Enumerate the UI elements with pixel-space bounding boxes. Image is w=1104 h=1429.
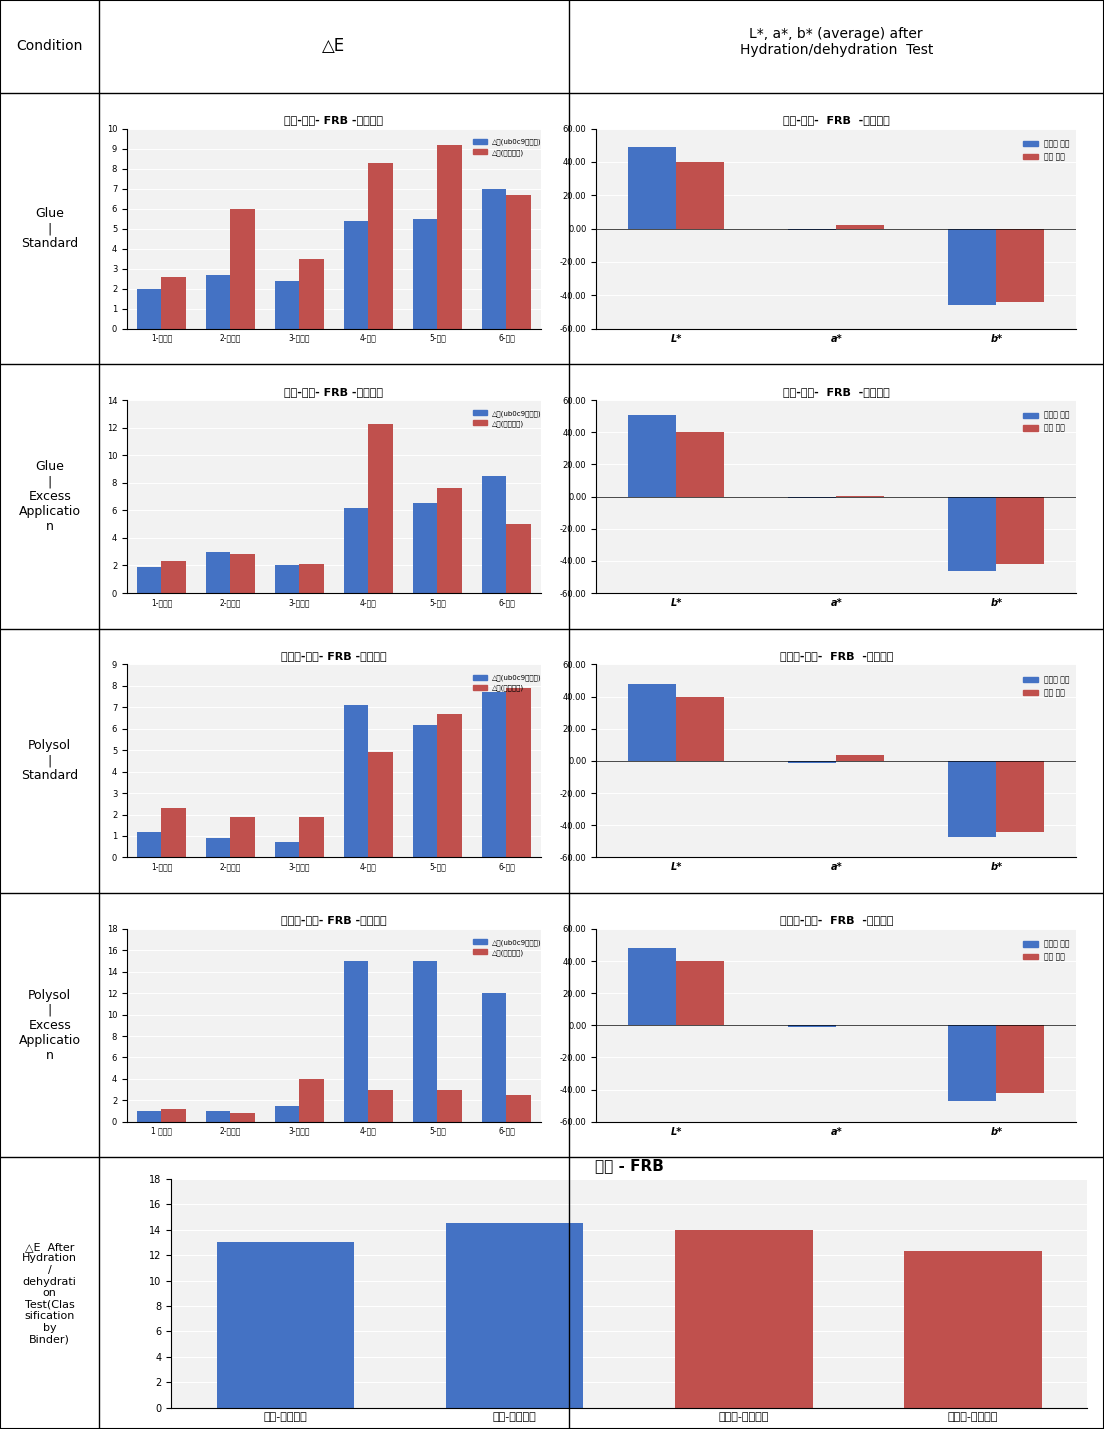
- Bar: [137, 289, 161, 329]
- Bar: [788, 760, 837, 763]
- Legend: △돉(ub0c9염전후), △돉(습염전후): △돉(ub0c9염전후), △돉(습염전후): [470, 407, 544, 430]
- Bar: [369, 163, 393, 329]
- Bar: [413, 503, 437, 593]
- Legend: 대조군 평균, 약제 평균: 대조군 평균, 약제 평균: [1020, 936, 1073, 965]
- Bar: [369, 423, 393, 593]
- Bar: [299, 1079, 323, 1122]
- Bar: [413, 219, 437, 329]
- Bar: [948, 229, 996, 306]
- Bar: [137, 567, 161, 593]
- Bar: [948, 1026, 996, 1100]
- Bar: [137, 832, 161, 857]
- Bar: [507, 1095, 531, 1122]
- Bar: [299, 259, 323, 329]
- Bar: [206, 837, 231, 857]
- Bar: [344, 507, 369, 593]
- Bar: [231, 209, 255, 329]
- Bar: [996, 497, 1044, 564]
- Bar: [275, 280, 299, 329]
- Bar: [904, 1252, 1042, 1408]
- Title: 아교-삼청- FRB -과다도포: 아교-삼청- FRB -과다도포: [285, 387, 383, 397]
- Bar: [788, 229, 837, 230]
- Bar: [299, 564, 323, 593]
- Bar: [482, 189, 507, 329]
- Text: Polysol
|
Excess
Applicatio
n: Polysol | Excess Applicatio n: [19, 989, 81, 1062]
- Bar: [437, 144, 461, 329]
- Bar: [231, 1113, 255, 1122]
- Text: Glue
|
Standard: Glue | Standard: [21, 207, 78, 250]
- Legend: 대조군 평균, 약제 평균: 대조군 평균, 약제 평균: [1020, 407, 1073, 436]
- Bar: [628, 414, 676, 497]
- Bar: [413, 962, 437, 1122]
- Bar: [231, 817, 255, 857]
- Bar: [948, 760, 996, 836]
- Bar: [676, 433, 724, 497]
- Bar: [676, 161, 724, 229]
- Bar: [275, 566, 299, 593]
- Bar: [628, 147, 676, 229]
- Bar: [837, 226, 884, 229]
- Bar: [344, 962, 369, 1122]
- Bar: [206, 552, 231, 593]
- Title: 삼청 - FRB: 삼청 - FRB: [595, 1159, 664, 1173]
- Bar: [206, 1112, 231, 1122]
- Bar: [344, 220, 369, 329]
- Bar: [676, 1230, 813, 1408]
- Bar: [413, 725, 437, 857]
- Bar: [676, 962, 724, 1026]
- Bar: [231, 554, 255, 593]
- Bar: [137, 1112, 161, 1122]
- Bar: [996, 760, 1044, 832]
- Bar: [275, 1106, 299, 1122]
- Bar: [628, 949, 676, 1026]
- Bar: [482, 476, 507, 593]
- Bar: [217, 1242, 354, 1408]
- Text: L*, a*, b* (average) after
Hydration/dehydration  Test: L*, a*, b* (average) after Hydration/deh…: [740, 27, 933, 57]
- Bar: [996, 1026, 1044, 1093]
- Text: Polysol
|
Standard: Polysol | Standard: [21, 739, 78, 783]
- Bar: [996, 229, 1044, 302]
- Bar: [161, 562, 185, 593]
- Bar: [507, 194, 531, 329]
- Bar: [837, 756, 884, 760]
- Bar: [369, 752, 393, 857]
- Legend: △돉(ub0c9염전후), △돉(습염전후): △돉(ub0c9염전후), △돉(습염전후): [470, 936, 544, 959]
- Legend: △돉(ub0c9염전후), △돉(습염전후): △돉(ub0c9염전후), △돉(습염전후): [470, 672, 544, 694]
- Bar: [161, 807, 185, 857]
- Bar: [482, 993, 507, 1122]
- Text: Glue
|
Excess
Applicatio
n: Glue | Excess Applicatio n: [19, 460, 81, 533]
- Bar: [507, 689, 531, 857]
- Bar: [206, 274, 231, 329]
- Bar: [507, 524, 531, 593]
- Bar: [482, 692, 507, 857]
- Legend: 대조군 평균, 약제 평균: 대조군 평균, 약제 평균: [1020, 672, 1073, 700]
- Title: 포리줄-삼청-  FRB  -과다도포: 포리줄-삼청- FRB -과다도포: [779, 916, 893, 926]
- Bar: [299, 817, 323, 857]
- Bar: [628, 683, 676, 760]
- Legend: △돉(ub0c9염전후), △돉(습염전후): △돉(ub0c9염전후), △돉(습염전후): [470, 136, 544, 159]
- Bar: [446, 1223, 583, 1408]
- Legend: 대조군 평균, 약제 평균: 대조군 평균, 약제 평균: [1020, 136, 1073, 164]
- Bar: [437, 1089, 461, 1122]
- Bar: [437, 489, 461, 593]
- Bar: [369, 1089, 393, 1122]
- Bar: [275, 843, 299, 857]
- Title: 포리줄-삼청- FRB -과다도포: 포리줄-삼청- FRB -과다도포: [282, 916, 386, 926]
- Bar: [788, 1026, 837, 1027]
- Title: 아교-삼청- FRB -표준도포: 아교-삼청- FRB -표준도포: [285, 116, 383, 126]
- Bar: [161, 277, 185, 329]
- Bar: [437, 714, 461, 857]
- Title: 포리줄-삼청-  FRB  -표준도포: 포리줄-삼청- FRB -표준도포: [779, 652, 893, 662]
- Title: 아궐-삼청-  FRB  -과다도포: 아궐-삼청- FRB -과다도포: [783, 387, 890, 397]
- Bar: [676, 696, 724, 760]
- Bar: [161, 1109, 185, 1122]
- Text: △E: △E: [322, 37, 346, 56]
- Bar: [344, 704, 369, 857]
- Title: 아교-삼청-  FRB  -표준도포: 아교-삼청- FRB -표준도포: [783, 116, 890, 126]
- Bar: [788, 497, 837, 499]
- Text: △E  After
Hydration
/
dehydrati
on
Test(Clas
sification
by
Binder): △E After Hydration / dehydrati on Test(C…: [22, 1242, 77, 1345]
- Text: Condition: Condition: [17, 40, 83, 53]
- Bar: [948, 497, 996, 570]
- Title: 포리줄-삼청- FRB -표준도포: 포리줄-삼청- FRB -표준도포: [282, 652, 386, 662]
